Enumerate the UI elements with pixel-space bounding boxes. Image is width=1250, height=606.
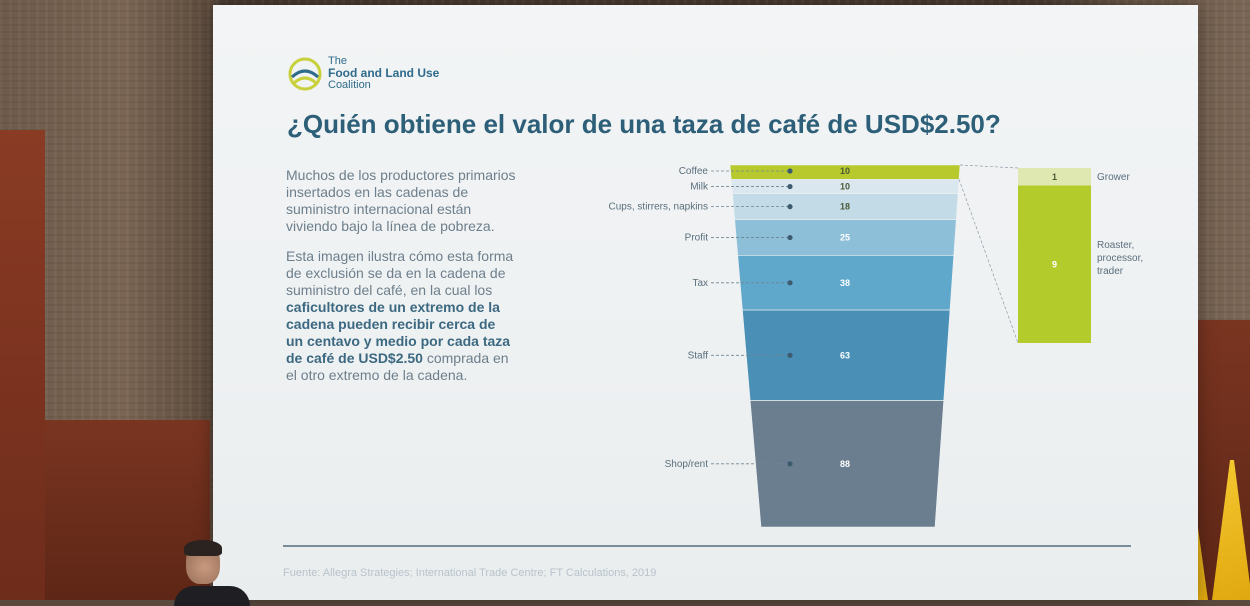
value-label-tax: 38 [840, 278, 850, 288]
leader-dot-milk [787, 183, 793, 190]
breakdown-label-roaster-processor-trader: Roaster, processor, trader [1097, 240, 1143, 277]
paragraph-2-pre: Esta imagen ilustra cómo esta forma de e… [286, 248, 514, 298]
value-label-milk: 10 [840, 182, 850, 192]
logo-line-3: Coalition [328, 79, 371, 91]
value-label-profit: 25 [840, 233, 850, 243]
breakdown-value-roaster-processor-trader: 9 [1052, 259, 1057, 269]
projected-slide: The Food and Land Use Coalition ¿Quién o… [213, 5, 1198, 600]
paragraph-2-post: comprada en el otro extremo de la cadena… [286, 350, 509, 383]
body-text: Muchos de los productores primarios inse… [286, 167, 516, 397]
category-label-staff: Staff [688, 350, 709, 361]
leader-dot-shop-rent [787, 461, 793, 467]
left-wood-panel [45, 420, 210, 600]
segment-shop-rent [749, 400, 945, 528]
paragraph-2-bold: caficultores de un extremo de la cadena … [286, 299, 511, 366]
paragraph-2: Esta imagen ilustra cómo esta forma de e… [286, 248, 516, 384]
footer-rule [283, 545, 1131, 547]
breakdown-label-grower: Grower [1097, 172, 1130, 183]
left-pillar [0, 130, 45, 600]
category-label-coffee: Coffee [679, 166, 709, 177]
leader-dot-tax [787, 280, 793, 286]
category-label-cups-stirrers-napkins: Cups, stirrers, napkins [609, 202, 708, 213]
value-label-shop-rent: 88 [840, 459, 850, 469]
coalition-logo: The Food and Land Use Coalition [288, 55, 448, 100]
paragraph-1: Muchos de los productores primarios inse… [286, 167, 516, 234]
category-label-tax: Tax [692, 278, 708, 289]
leader-dot-coffee [787, 168, 793, 174]
presenter [174, 540, 250, 606]
value-label-coffee: 10 [840, 166, 850, 176]
leader-dot-cups-stirrers-napkins [787, 204, 793, 210]
slide-title: ¿Quién obtiene el valor de una taza de c… [287, 109, 1001, 139]
value-label-staff: 63 [840, 350, 850, 360]
connector-top [959, 164, 1019, 169]
value-label-cups-stirrers-napkins: 18 [840, 202, 850, 212]
logo-line-1: The [328, 55, 347, 67]
category-label-milk: Milk [690, 182, 709, 193]
category-label-profit: Profit [685, 233, 709, 244]
leader-dot-profit [787, 234, 793, 241]
connector-bottom [958, 179, 1019, 344]
logo-line-2: Food and Land Use [328, 66, 440, 80]
breakdown-segment-grower [1018, 168, 1091, 186]
source-note: Fuente: Allegra Strategies; Internationa… [283, 567, 657, 579]
breakdown-value-grower: 1 [1052, 172, 1057, 182]
category-label-shop-rent: Shop/rent [665, 459, 709, 470]
breakdown-segment-roaster-processor-trader [1018, 185, 1091, 343]
logo-text: The Food and Land Use Coalition [328, 55, 439, 91]
leader-dot-staff [787, 352, 793, 358]
coffee-cup-chart: Coffee 10 Milk 10 Cups, stirrers, napkins 18 P… [609, 164, 1143, 528]
coalition-logo-icon [288, 57, 322, 91]
